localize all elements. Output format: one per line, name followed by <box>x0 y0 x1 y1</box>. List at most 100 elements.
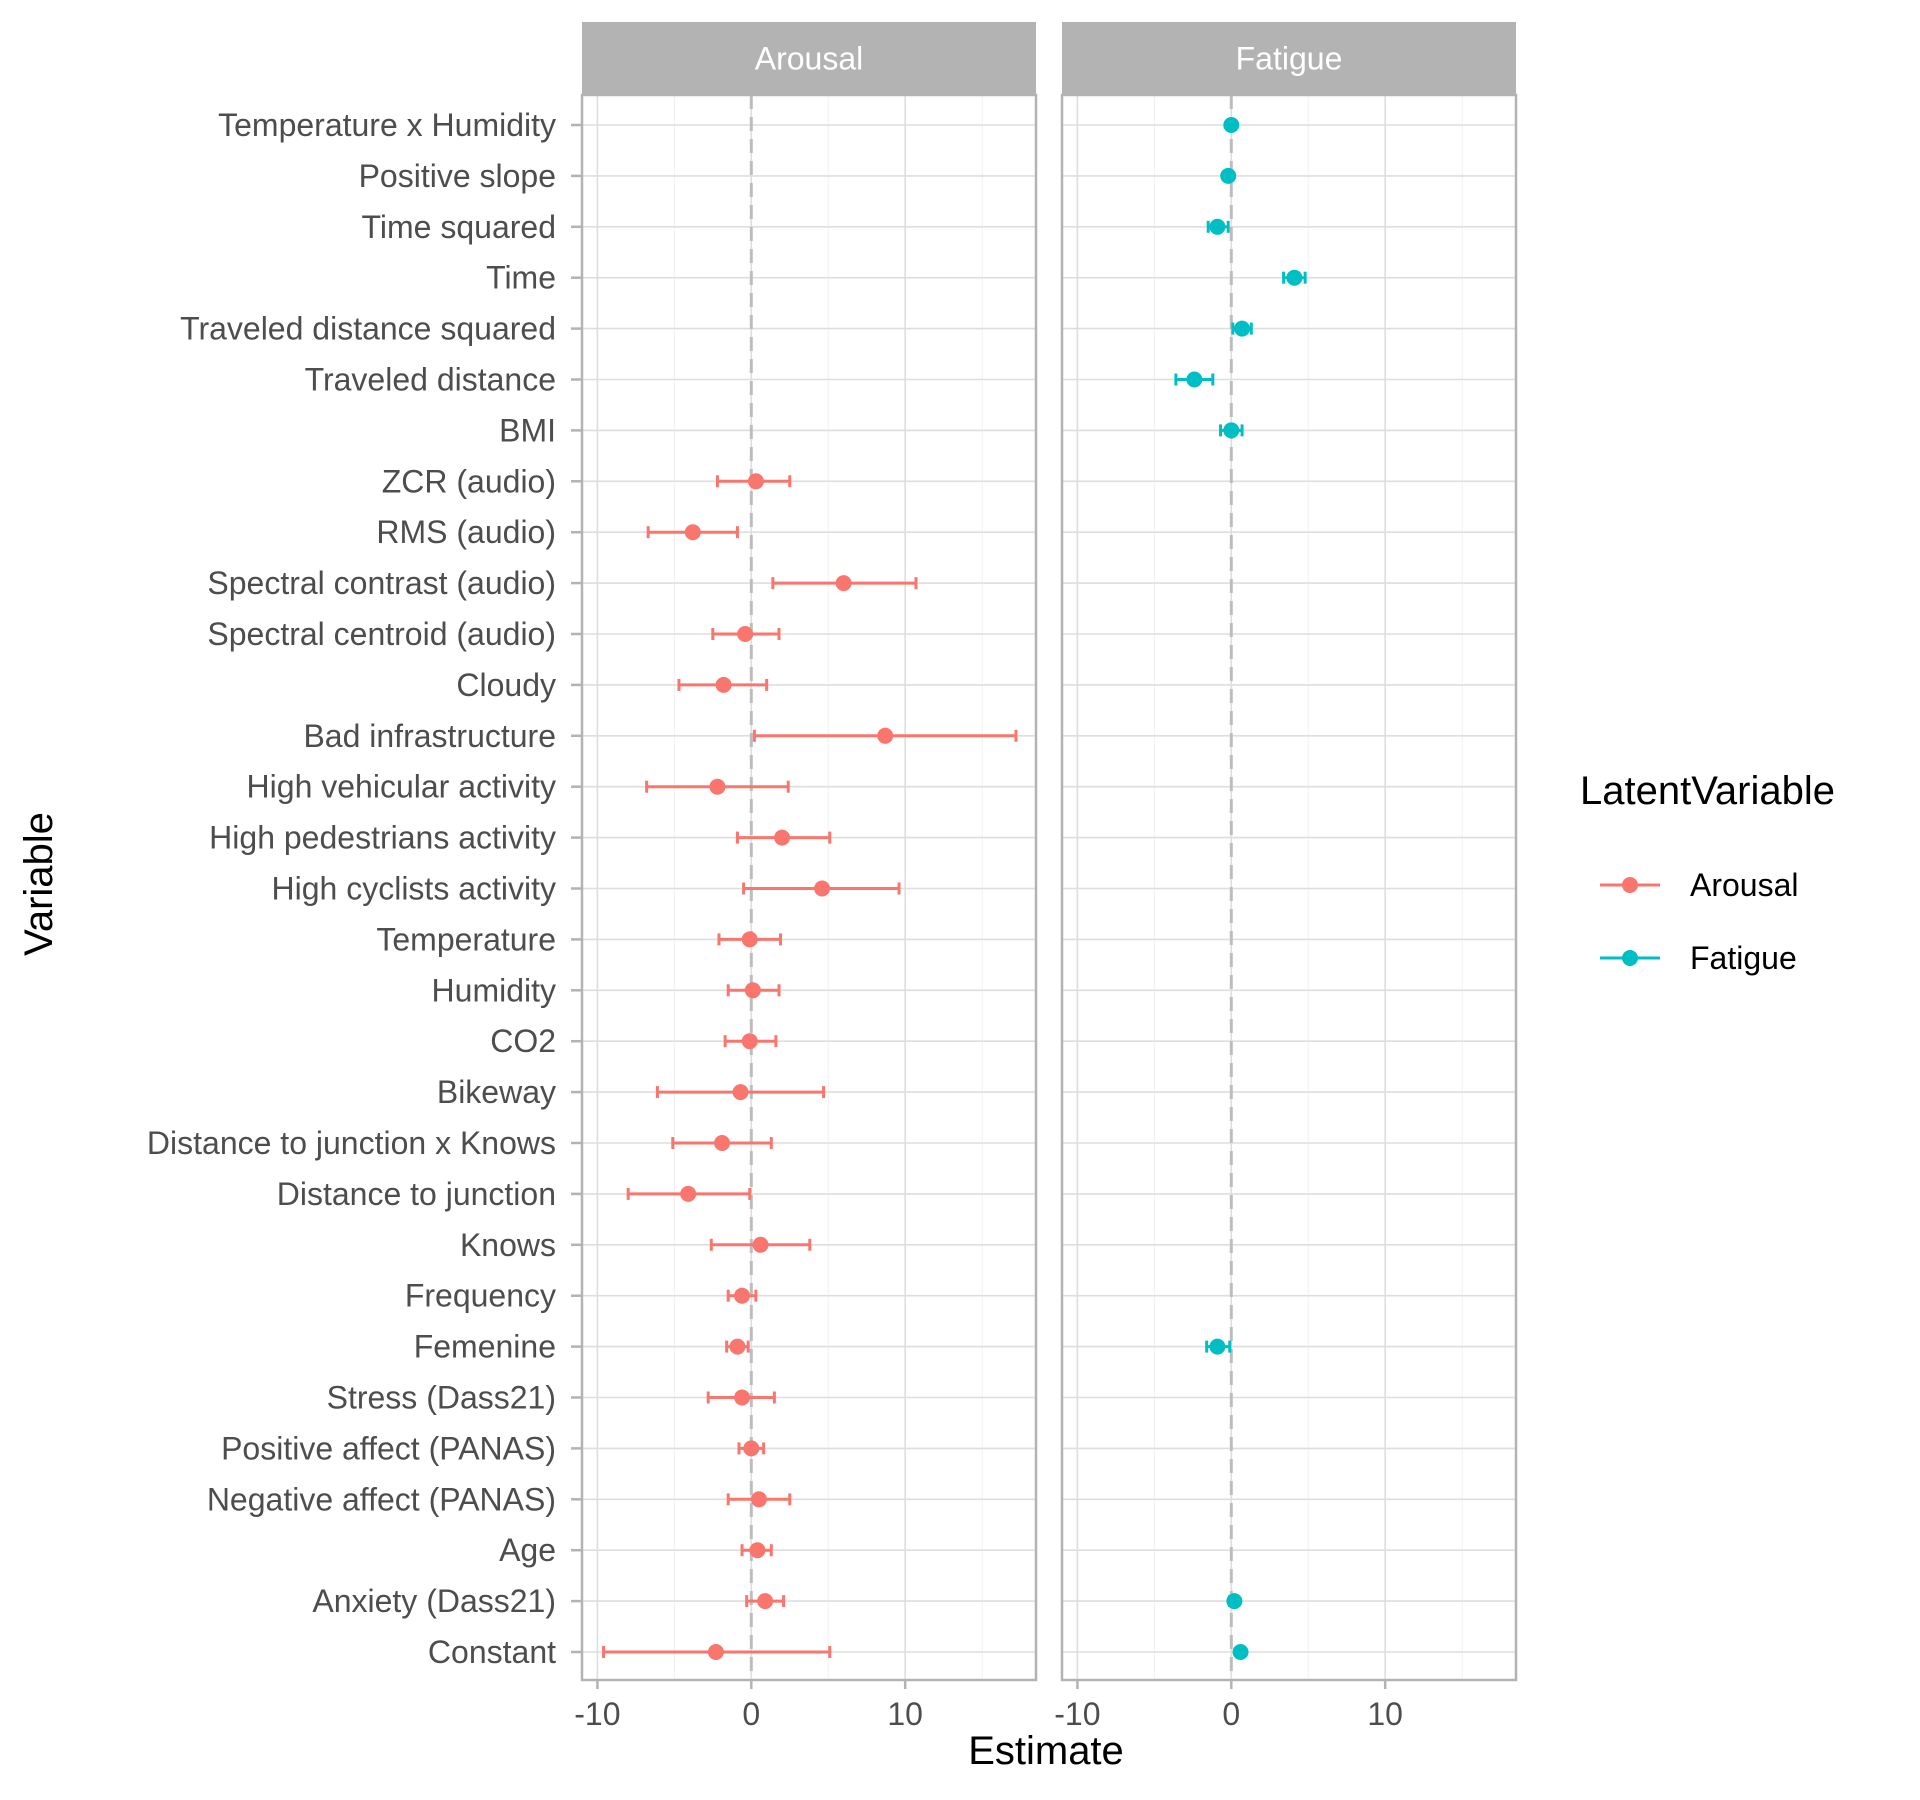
estimate-mark <box>771 575 918 592</box>
estimate-point <box>1286 269 1303 286</box>
estimate-mark <box>626 1185 752 1202</box>
estimate-mark <box>671 1135 773 1151</box>
estimate-mark <box>602 1644 832 1660</box>
estimate-mark <box>726 1491 792 1508</box>
estimate-mark <box>1226 1593 1243 1610</box>
estimate-point <box>709 778 726 795</box>
y-axis-labels: Temperature x Humidity Positive slope Time… <box>147 107 582 1670</box>
estimate-point <box>752 1236 769 1253</box>
y-tick-label: Temperature <box>376 921 556 957</box>
y-tick-label: Time <box>486 260 556 296</box>
estimate-point <box>734 1287 751 1304</box>
y-tick-label: Time squared <box>362 209 556 245</box>
y-tick-label: High vehicular activity <box>247 769 556 805</box>
estimate-mark <box>725 1338 750 1355</box>
estimate-mark <box>726 982 781 999</box>
facet-strip-label: Fatigue <box>1236 41 1343 77</box>
y-tick-label: Spectral centroid (audio) <box>207 616 556 652</box>
x-tick-label: 10 <box>887 1696 923 1732</box>
estimate-point <box>1223 117 1240 133</box>
estimate-point <box>737 626 754 642</box>
estimate-mark <box>745 1593 786 1610</box>
legend-label: Arousal <box>1690 867 1799 903</box>
y-tick-label: Bikeway <box>437 1074 556 1110</box>
x-tick-label: 0 <box>1222 1696 1240 1732</box>
facet-arousal: Arousal -10 0 10 <box>574 22 1038 1732</box>
y-tick-label: Positive slope <box>359 158 556 194</box>
y-tick-label: Positive affect (PANAS) <box>221 1430 556 1466</box>
facet-strip-label: Arousal <box>755 41 864 77</box>
estimate-point <box>741 1033 758 1050</box>
estimate-point <box>814 880 831 897</box>
estimate-mark <box>711 626 781 642</box>
estimate-point <box>1209 218 1226 235</box>
legend-item-arousal: Arousal <box>1600 867 1799 903</box>
estimate-point <box>707 1644 724 1660</box>
estimate-point <box>741 931 758 948</box>
y-tick-label: Constant <box>428 1634 556 1670</box>
estimate-mark <box>1220 167 1237 184</box>
estimate-mark <box>706 1389 776 1406</box>
legend-key-point <box>1622 950 1638 966</box>
x-tick-label: 0 <box>742 1696 760 1732</box>
x-tick-label: -10 <box>1054 1696 1100 1732</box>
estimate-mark <box>1205 1338 1232 1355</box>
y-tick-label: Distance to junction x Knows <box>147 1125 556 1161</box>
legend-label: Fatigue <box>1690 940 1797 976</box>
estimate-point <box>715 676 732 693</box>
legend-item-fatigue: Fatigue <box>1600 940 1797 976</box>
estimate-point <box>1220 167 1237 184</box>
estimate-point <box>835 575 852 592</box>
estimate-mark <box>646 524 739 541</box>
estimate-point <box>1226 1593 1243 1610</box>
legend-key-point <box>1622 877 1638 893</box>
estimate-point <box>1209 1338 1226 1355</box>
y-tick-label: CO2 <box>490 1023 556 1059</box>
legend-title: LatentVariable <box>1580 769 1835 813</box>
y-tick-label: BMI <box>499 412 556 448</box>
estimate-point <box>1186 371 1203 388</box>
y-tick-label: ZCR (audio) <box>382 463 556 499</box>
estimate-point <box>757 1593 774 1610</box>
y-tick-label: Distance to junction <box>277 1176 556 1212</box>
estimate-mark <box>677 676 769 693</box>
estimate-mark <box>723 1033 778 1050</box>
estimate-mark <box>1174 371 1215 388</box>
y-tick-label: Negative affect (PANAS) <box>207 1481 556 1517</box>
y-tick-label: Frequency <box>405 1278 556 1314</box>
legend: LatentVariable Arousal Fatigue <box>1580 769 1835 976</box>
estimate-mark <box>1282 269 1307 286</box>
x-tick-label: 10 <box>1367 1696 1403 1732</box>
y-tick-label: Femenine <box>414 1329 556 1365</box>
y-tick-label: Stress (Dass21) <box>327 1380 556 1416</box>
estimate-mark <box>752 727 1018 744</box>
estimate-point <box>680 1185 697 1202</box>
facet-strip <box>582 22 1036 95</box>
y-tick-label: Traveled distance <box>305 362 556 398</box>
estimate-mark <box>645 778 790 795</box>
estimate-mark <box>742 880 901 897</box>
estimate-mark <box>735 829 832 846</box>
estimate-mark <box>655 1084 826 1101</box>
estimate-mark <box>1219 422 1244 439</box>
estimate-point <box>1232 1644 1249 1660</box>
y-tick-label: Spectral contrast (audio) <box>207 565 556 601</box>
estimate-point <box>732 1084 749 1101</box>
estimate-mark <box>1232 1644 1249 1660</box>
estimate-mark <box>737 1440 766 1457</box>
facet-fatigue: Fatigue -10 0 10 <box>1054 22 1518 1732</box>
estimate-mark <box>1231 320 1253 337</box>
y-tick-label: RMS (audio) <box>376 514 556 550</box>
y-tick-label: Traveled distance squared <box>180 311 556 347</box>
estimate-point <box>1223 422 1240 439</box>
y-tick-label: High pedestrians activity <box>209 820 556 856</box>
estimate-mark <box>709 1236 812 1253</box>
y-tick-label: Anxiety (Dass21) <box>312 1583 556 1619</box>
estimate-mark <box>726 1287 758 1304</box>
y-tick-label: High cyclists activity <box>272 871 557 907</box>
y-axis-title: Variable <box>17 812 61 956</box>
x-tick-label: -10 <box>574 1696 620 1732</box>
estimate-point <box>747 473 764 490</box>
estimate-point <box>743 1440 760 1457</box>
